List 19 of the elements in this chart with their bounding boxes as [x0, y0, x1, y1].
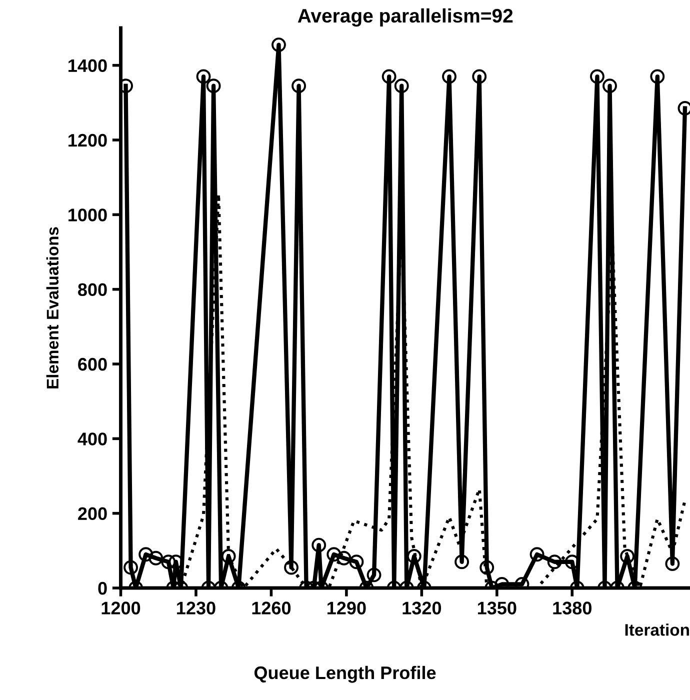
- y-tick-label: 1200: [68, 134, 107, 147]
- y-tick-label: 400: [78, 432, 107, 446]
- text: Queue Length Profile: [254, 666, 436, 683]
- x-tick-label: 1290: [328, 602, 366, 614]
- y-tick-label: 200: [78, 507, 107, 520]
- x-tick-label: 1350: [478, 602, 516, 614]
- y-tick-label: 600: [78, 358, 107, 371]
- x-tick-label: 1260: [252, 602, 291, 614]
- x-tick-label: 1320: [402, 602, 442, 614]
- y-tick-label: 0: [98, 582, 107, 595]
- x-tick-label: 1200: [102, 602, 140, 614]
- y-tick-label: 1400: [68, 59, 107, 72]
- chart-title: Average parallelism=92: [298, 8, 513, 27]
- x-axis-title: Iteration: [625, 624, 689, 636]
- x-tick-label: 1380: [553, 602, 592, 614]
- y-axis-title: Element Evaluations: [46, 227, 59, 388]
- y-tick-label: 800: [78, 283, 107, 296]
- x-tick-label: 1230: [177, 602, 216, 614]
- y-tick-label: 1000: [68, 208, 107, 222]
